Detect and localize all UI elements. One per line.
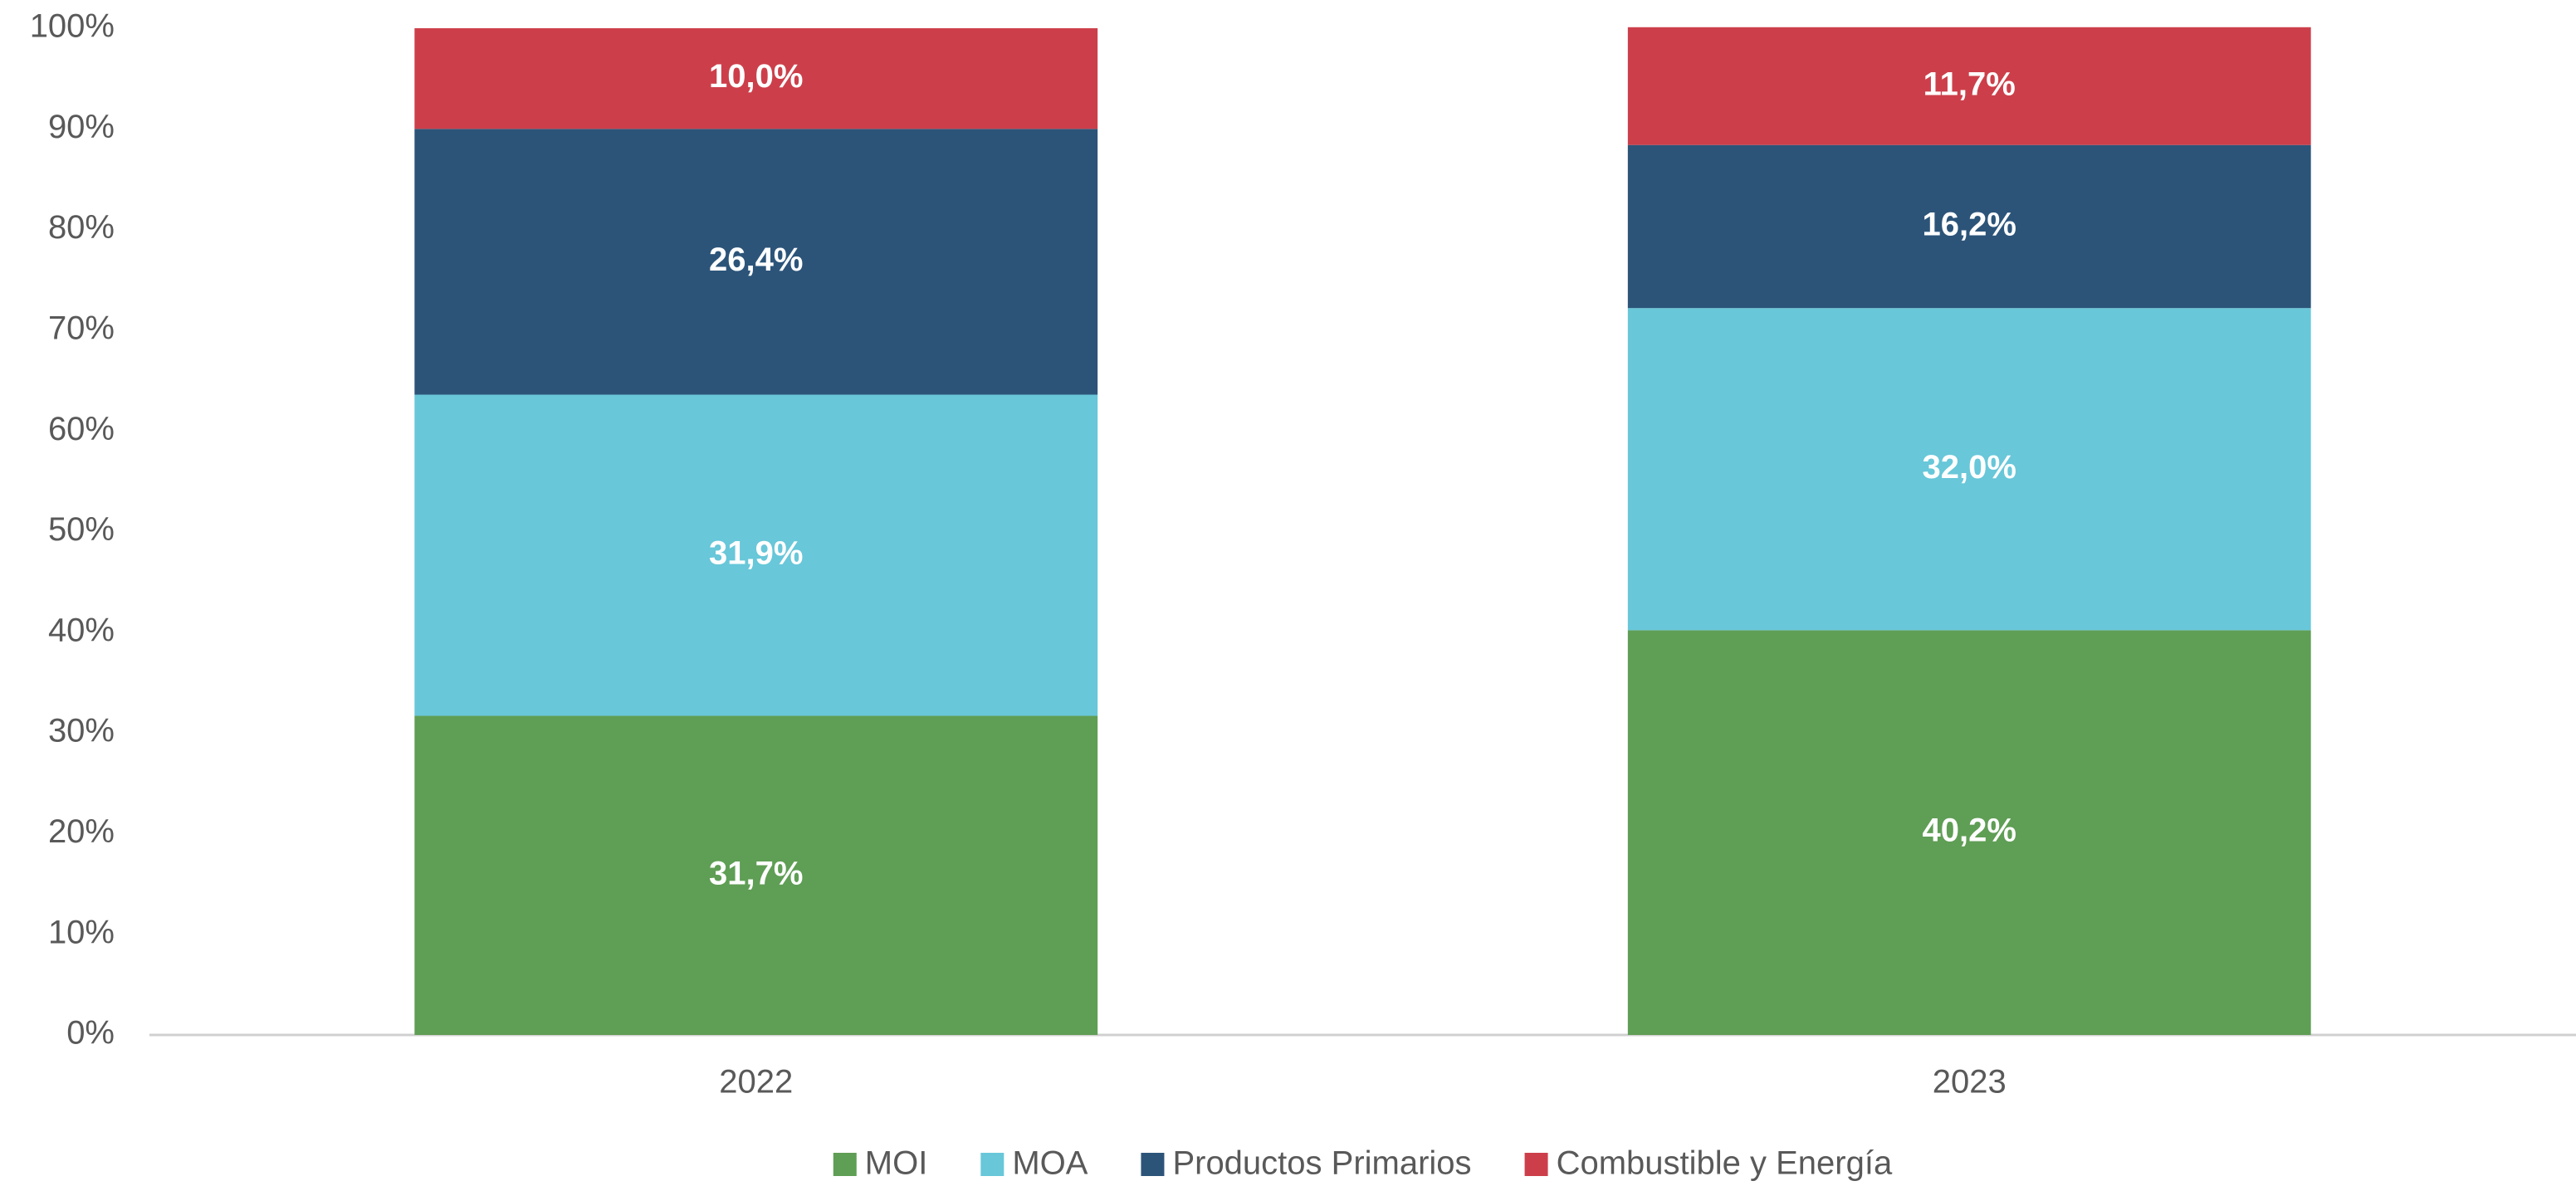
y-tick-label: 80% bbox=[48, 209, 115, 246]
y-tick-label: 30% bbox=[48, 713, 115, 749]
y-tick-label: 90% bbox=[48, 109, 115, 145]
data-label: 26,4% bbox=[709, 242, 803, 278]
y-tick-label: 100% bbox=[30, 8, 115, 45]
bar-segment bbox=[414, 28, 1098, 129]
data-label: 40,2% bbox=[1923, 813, 2016, 849]
x-tick-label: 2023 bbox=[1933, 1064, 2007, 1101]
y-tick-label: 20% bbox=[48, 813, 115, 850]
y-tick-label: 10% bbox=[48, 914, 115, 950]
legend-label: Productos Primarios bbox=[1172, 1145, 1471, 1182]
legend-swatch bbox=[833, 1153, 857, 1176]
bar-segment bbox=[1627, 144, 2311, 309]
y-tick-label: 50% bbox=[48, 511, 115, 548]
data-label: 31,9% bbox=[709, 535, 803, 572]
data-label: 16,2% bbox=[1923, 207, 2016, 243]
bar-segment bbox=[1627, 630, 2311, 1035]
x-tick-label: 2022 bbox=[719, 1064, 793, 1101]
legend-label: MOI bbox=[865, 1145, 928, 1182]
data-label: 31,7% bbox=[709, 855, 803, 891]
y-tick-label: 70% bbox=[48, 310, 115, 346]
data-label: 11,7% bbox=[1923, 66, 2016, 102]
legend-swatch bbox=[1524, 1153, 1548, 1176]
bar-segment bbox=[414, 715, 1098, 1035]
bar-segment bbox=[1627, 308, 2311, 631]
y-tick-label: 40% bbox=[48, 612, 115, 648]
data-label: 32,0% bbox=[1923, 449, 2016, 486]
bar-segment bbox=[1627, 27, 2311, 145]
legend-swatch bbox=[1141, 1153, 1165, 1176]
legend-label: MOA bbox=[1012, 1145, 1088, 1182]
data-label: 10,0% bbox=[709, 58, 803, 95]
legend-label: Combustible y Energía bbox=[1557, 1145, 1893, 1182]
bar-segment bbox=[414, 394, 1098, 716]
legend-swatch bbox=[980, 1153, 1004, 1176]
y-tick-label: 60% bbox=[48, 411, 115, 447]
bar-segment bbox=[414, 129, 1098, 395]
y-tick-label: 0% bbox=[66, 1015, 115, 1052]
